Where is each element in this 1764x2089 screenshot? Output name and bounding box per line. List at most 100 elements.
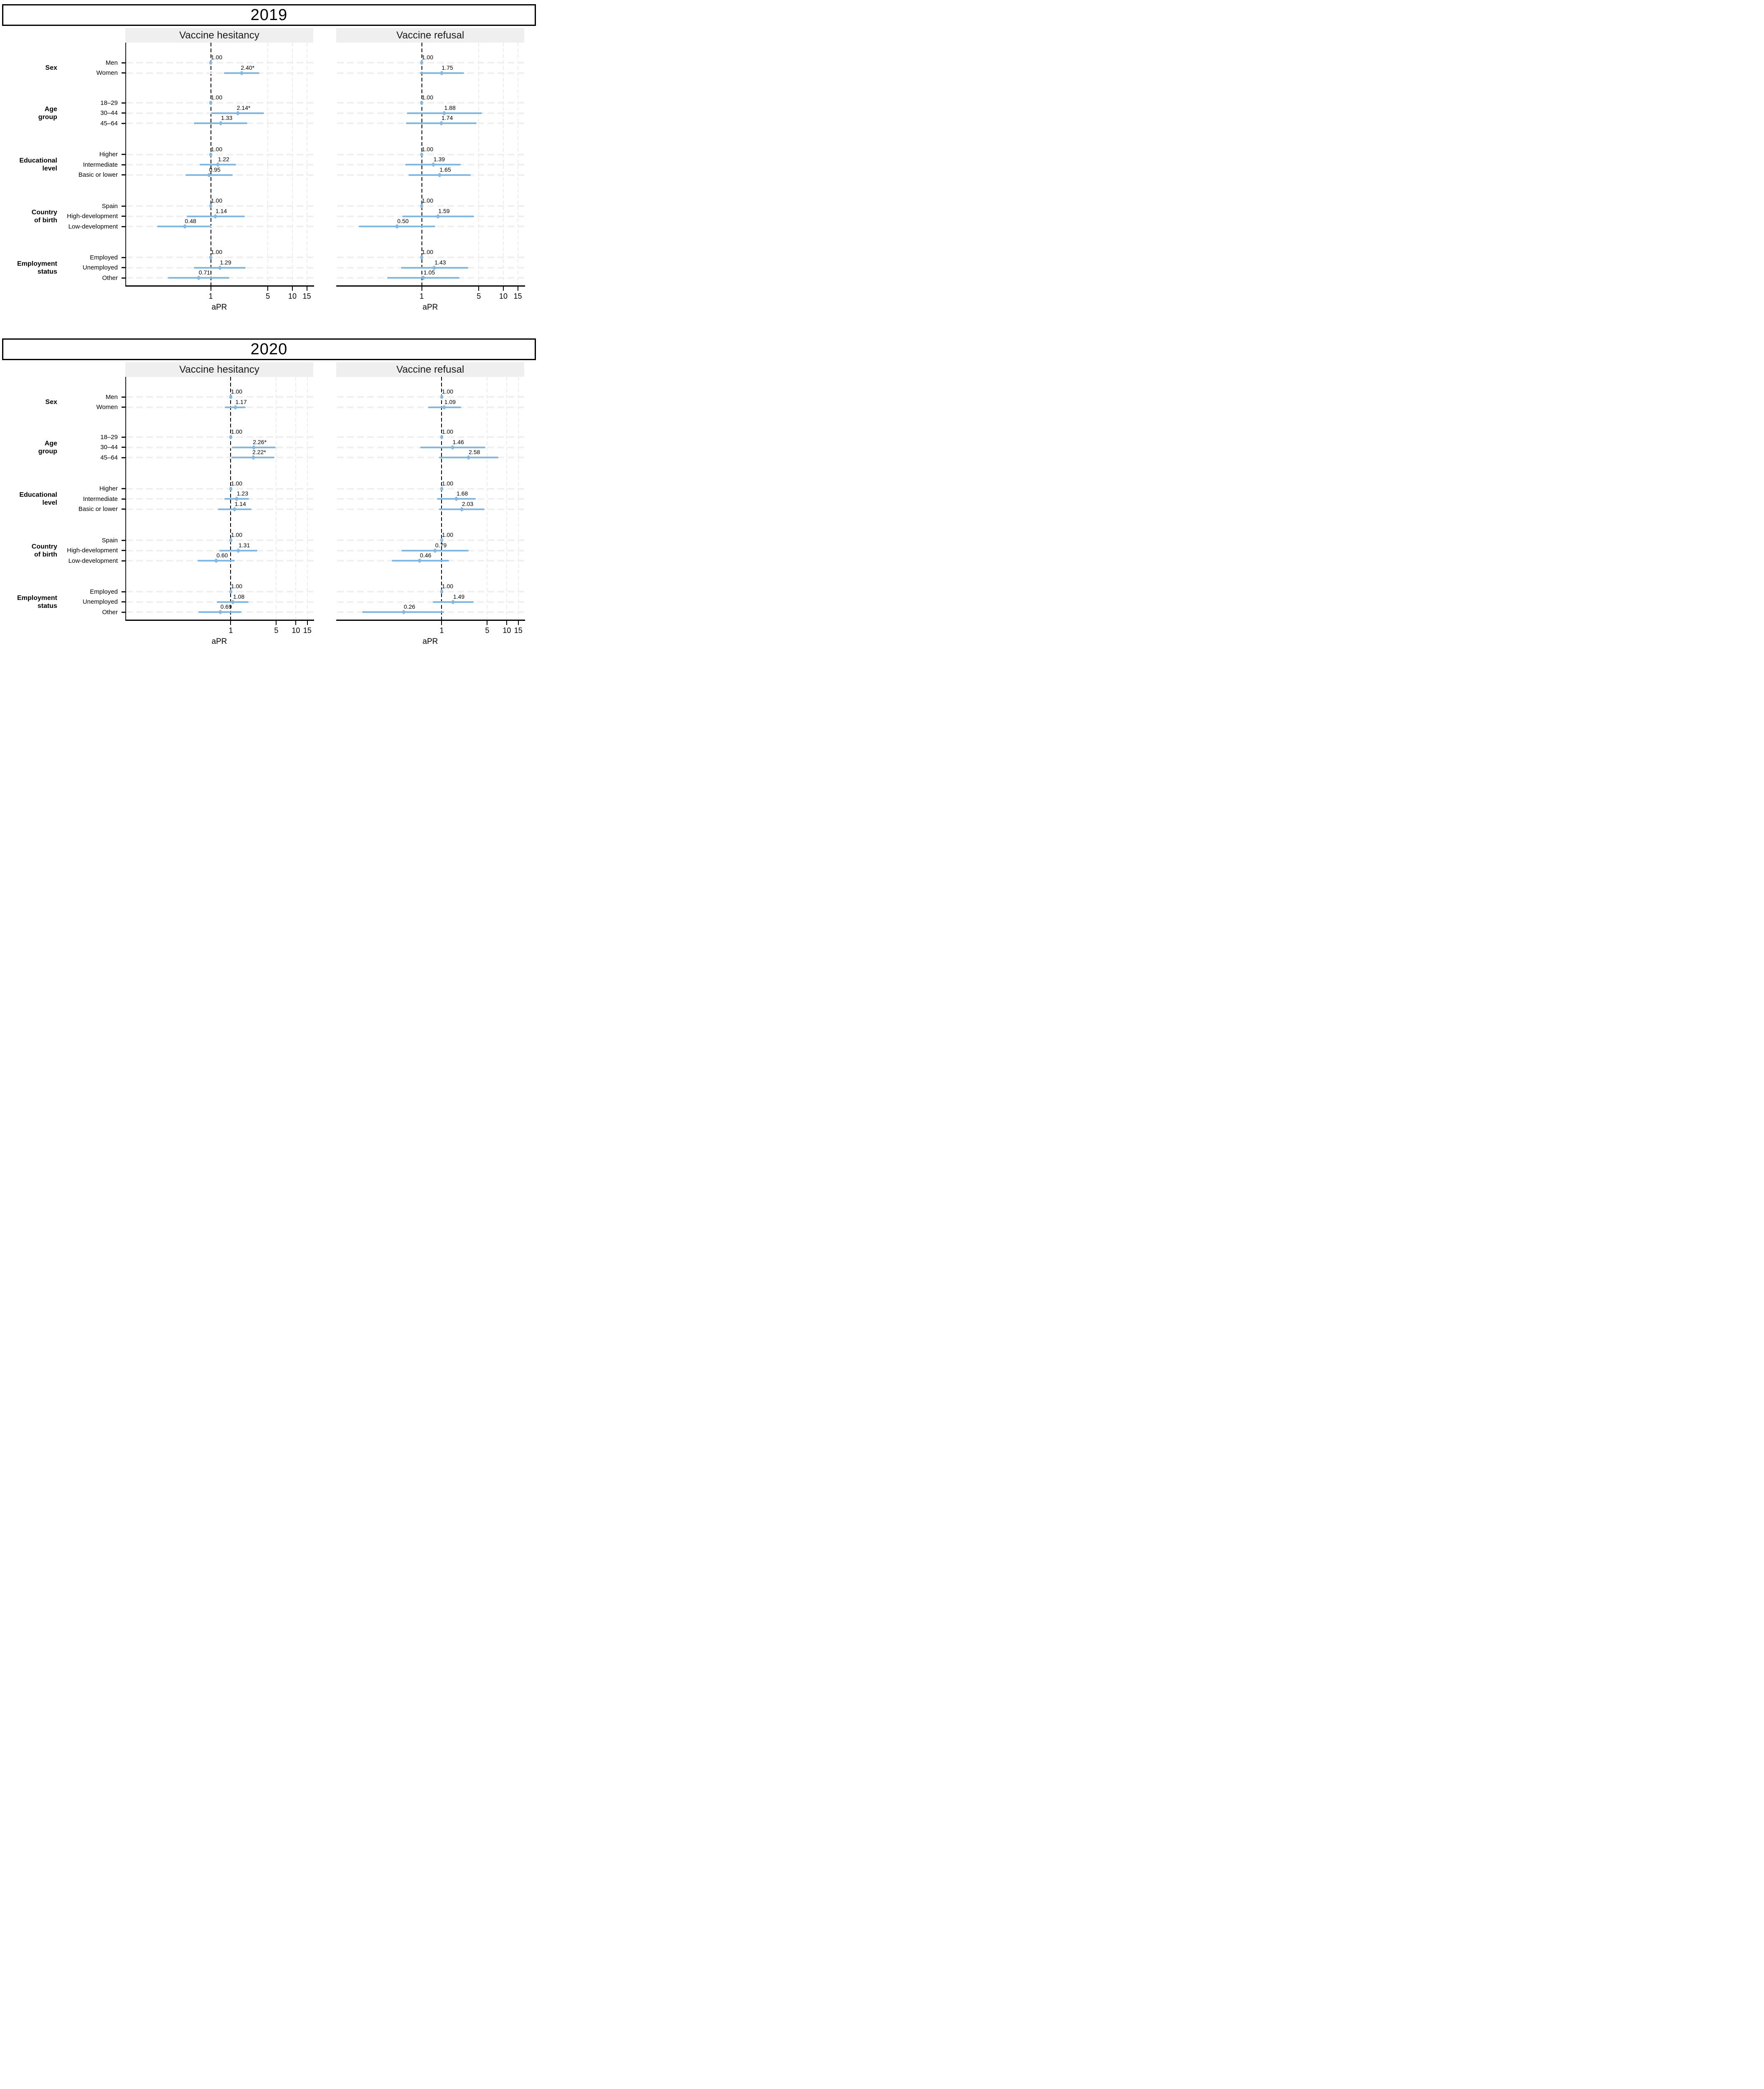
x-tick-10 xyxy=(503,287,504,291)
value-label: 1.00 xyxy=(442,428,454,435)
value-label: 0.46 xyxy=(420,552,431,559)
group-label: Educational level xyxy=(19,491,57,506)
row-guide xyxy=(337,591,524,592)
point-marker xyxy=(442,111,446,115)
point-marker xyxy=(218,610,222,614)
point-marker xyxy=(451,445,454,450)
y-axis-tick xyxy=(122,508,125,510)
panel-header-label: Vaccine refusal xyxy=(396,29,464,41)
x-tick-label-15: 15 xyxy=(513,292,522,300)
group-label: Employment status xyxy=(17,594,57,610)
row-guide xyxy=(337,396,524,398)
point-marker xyxy=(460,507,463,511)
point-marker xyxy=(418,559,421,563)
y-axis-tick xyxy=(122,174,125,175)
y-axis-tick xyxy=(122,436,125,438)
category-label: Spain xyxy=(102,202,118,210)
group-label: Age group xyxy=(38,105,57,121)
point-marker xyxy=(420,61,423,65)
panel-header-label: Vaccine hesitancy xyxy=(179,363,259,375)
value-label: 1.00 xyxy=(231,583,243,590)
y-axis-tick xyxy=(122,550,125,551)
row-guide xyxy=(337,488,524,490)
y-axis-tick xyxy=(122,407,125,408)
value-label: 0.69 xyxy=(220,603,232,610)
point-marker xyxy=(451,600,454,604)
point-marker xyxy=(216,163,219,167)
year-title-box: 2019 xyxy=(2,4,536,26)
x-axis-title: aPR xyxy=(211,303,227,312)
point-marker xyxy=(440,538,443,542)
point-marker xyxy=(440,395,443,399)
y-axis-tick xyxy=(122,154,125,155)
category-label: 45–64 xyxy=(100,454,118,461)
point-marker xyxy=(215,559,218,563)
point-marker xyxy=(440,486,443,491)
x-tick-label-15: 15 xyxy=(303,626,312,635)
point-marker xyxy=(229,395,232,399)
category-label: 18–29 xyxy=(100,99,118,107)
category-label: Men xyxy=(105,393,118,401)
value-label: 1.29 xyxy=(220,259,231,266)
point-marker xyxy=(420,152,423,157)
x-tick-1 xyxy=(230,621,231,625)
value-label: 0.60 xyxy=(216,552,228,559)
x-tick-label-5: 5 xyxy=(274,626,279,635)
value-label: 2.22* xyxy=(252,449,266,455)
value-label: 0.50 xyxy=(397,218,409,224)
value-label: 1.00 xyxy=(211,197,223,204)
x-tick-label-10: 10 xyxy=(503,626,511,635)
row-guide xyxy=(337,498,524,500)
y-axis-tick xyxy=(122,488,125,489)
value-label: 1.00 xyxy=(421,249,434,255)
value-label: 1.00 xyxy=(211,145,223,152)
y-axis-tick xyxy=(122,601,125,602)
category-label: Basic or lower xyxy=(78,506,118,513)
x-tick-label-10: 10 xyxy=(292,626,300,635)
y-axis-tick xyxy=(122,62,125,64)
group-label: Sex xyxy=(45,64,57,71)
category-label: Other xyxy=(102,608,118,616)
point-marker xyxy=(234,405,237,409)
y-axis-tick xyxy=(122,560,125,562)
group-label: Educational level xyxy=(19,157,57,172)
x-tick-label-15: 15 xyxy=(514,626,523,635)
x-tick-label-1: 1 xyxy=(419,292,424,300)
point-marker xyxy=(440,435,443,439)
point-marker xyxy=(183,224,186,229)
panel-header-label: Vaccine refusal xyxy=(396,363,464,375)
y-axis-tick xyxy=(122,591,125,592)
row-guide xyxy=(126,102,313,104)
row-guide xyxy=(126,406,313,408)
value-label: 1.39 xyxy=(433,156,445,163)
value-label: 1.00 xyxy=(231,388,243,395)
category-label: 30–44 xyxy=(100,444,118,451)
value-label: 1.00 xyxy=(421,54,434,61)
value-label: 2.14* xyxy=(236,104,251,111)
row-guide xyxy=(126,498,313,500)
value-label: 1.22 xyxy=(218,156,230,163)
value-label: 2.58 xyxy=(469,449,480,455)
row-guide xyxy=(126,226,313,227)
x-tick-5 xyxy=(276,621,277,625)
value-label: 1.00 xyxy=(421,94,434,101)
category-label: Higher xyxy=(99,151,118,158)
point-marker xyxy=(431,163,435,167)
value-label: 2.40* xyxy=(241,64,255,71)
category-label: 45–64 xyxy=(100,119,118,127)
point-marker xyxy=(233,507,236,511)
row-guide xyxy=(337,102,524,104)
year-title-box: 2020 xyxy=(2,338,536,360)
category-label: High-development xyxy=(67,213,118,220)
y-axis-tick xyxy=(122,122,125,124)
point-marker xyxy=(229,486,232,491)
category-label: Intermediate xyxy=(83,161,118,168)
category-label: Low-development xyxy=(68,557,118,564)
x-tick-10 xyxy=(506,621,508,625)
point-marker xyxy=(434,548,437,553)
x-tick-label-5: 5 xyxy=(266,292,270,300)
category-label: Low-development xyxy=(68,223,118,230)
value-label: 1.08 xyxy=(233,593,245,600)
category-label: Higher xyxy=(99,485,118,492)
x-tick-label-1: 1 xyxy=(228,626,233,635)
